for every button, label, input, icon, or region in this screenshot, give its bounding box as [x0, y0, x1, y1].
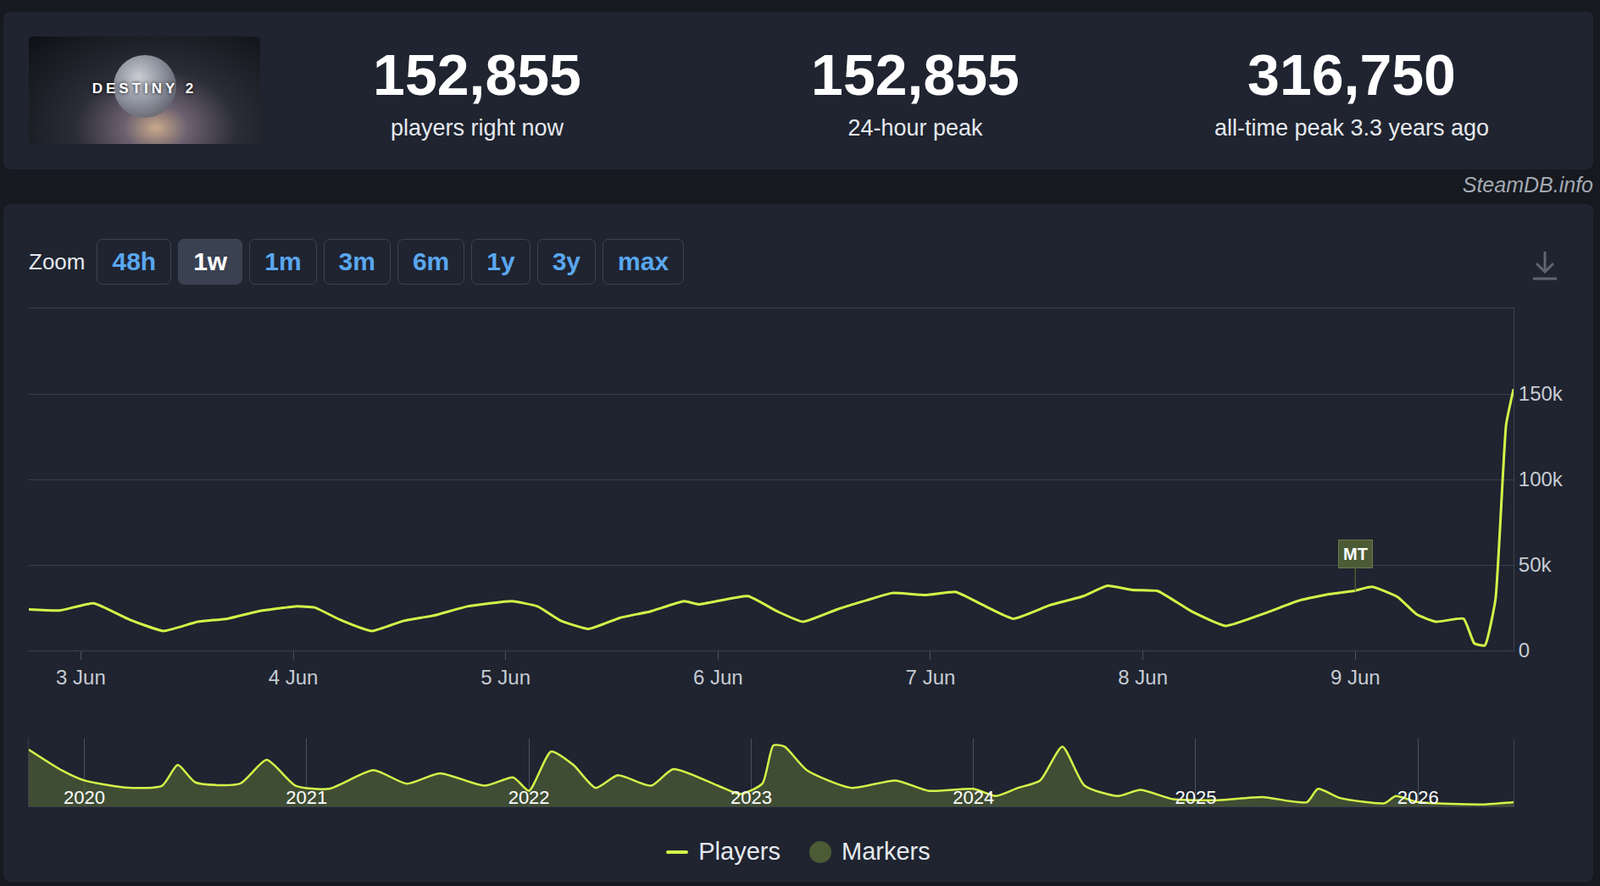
html-text:316,750: 316,750: [1247, 42, 1456, 107]
svg-text:3 Jun: 3 Jun: [55, 666, 106, 689]
svg-text:2022: 2022: [508, 787, 550, 809]
svg-text:2020: 2020: [63, 787, 106, 809]
svg-text:2021: 2021: [285, 787, 328, 809]
html-text:SteamDB.info: SteamDB.info: [1462, 172, 1594, 197]
html-text:DESTINY 2: DESTINY 2: [92, 80, 197, 97]
svg-text:9 Jun: 9 Jun: [1330, 666, 1381, 689]
svg-text:2023: 2023: [730, 787, 773, 809]
svg-text:4 Jun: 4 Jun: [268, 666, 319, 689]
html-text:max: max: [617, 247, 669, 276]
svg-text:50k: 50k: [1518, 553, 1553, 577]
html-text:152,855: 152,855: [372, 42, 582, 107]
html-text:3y: 3y: [552, 247, 581, 276]
svg-text:MT: MT: [1343, 544, 1368, 564]
svg-text:2026: 2026: [1397, 787, 1439, 809]
svg-text:5 Jun: 5 Jun: [480, 666, 531, 689]
html-text:Zoom: Zoom: [28, 248, 86, 275]
svg-text:7 Jun: 7 Jun: [905, 666, 956, 689]
svg-text:150k: 150k: [1518, 382, 1564, 406]
svg-text:6 Jun: 6 Jun: [693, 666, 744, 689]
html-text:152,855: 152,855: [811, 42, 1020, 107]
svg-text:100k: 100k: [1518, 467, 1564, 491]
html-text:1y: 1y: [486, 247, 515, 276]
html-text:Markers: Markers: [841, 838, 931, 866]
html-text:Players: Players: [698, 838, 781, 866]
svg-text:8 Jun: 8 Jun: [1117, 666, 1168, 689]
svg-text:2024: 2024: [952, 787, 995, 809]
html-text:1m: 1m: [264, 247, 302, 276]
html-text:players right now: players right now: [390, 115, 564, 141]
html-text:24-hour peak: 24-hour peak: [847, 115, 983, 141]
svg-text:0: 0: [1518, 638, 1530, 662]
svg-text:2025: 2025: [1174, 787, 1217, 809]
html-text:3m: 3m: [338, 247, 376, 276]
html-text:48h: 48h: [112, 247, 157, 276]
html-text:1w: 1w: [193, 247, 228, 276]
html-text:all-time peak 3.3 years ago: all-time peak 3.3 years ago: [1214, 115, 1490, 141]
html-text:6m: 6m: [412, 247, 450, 276]
